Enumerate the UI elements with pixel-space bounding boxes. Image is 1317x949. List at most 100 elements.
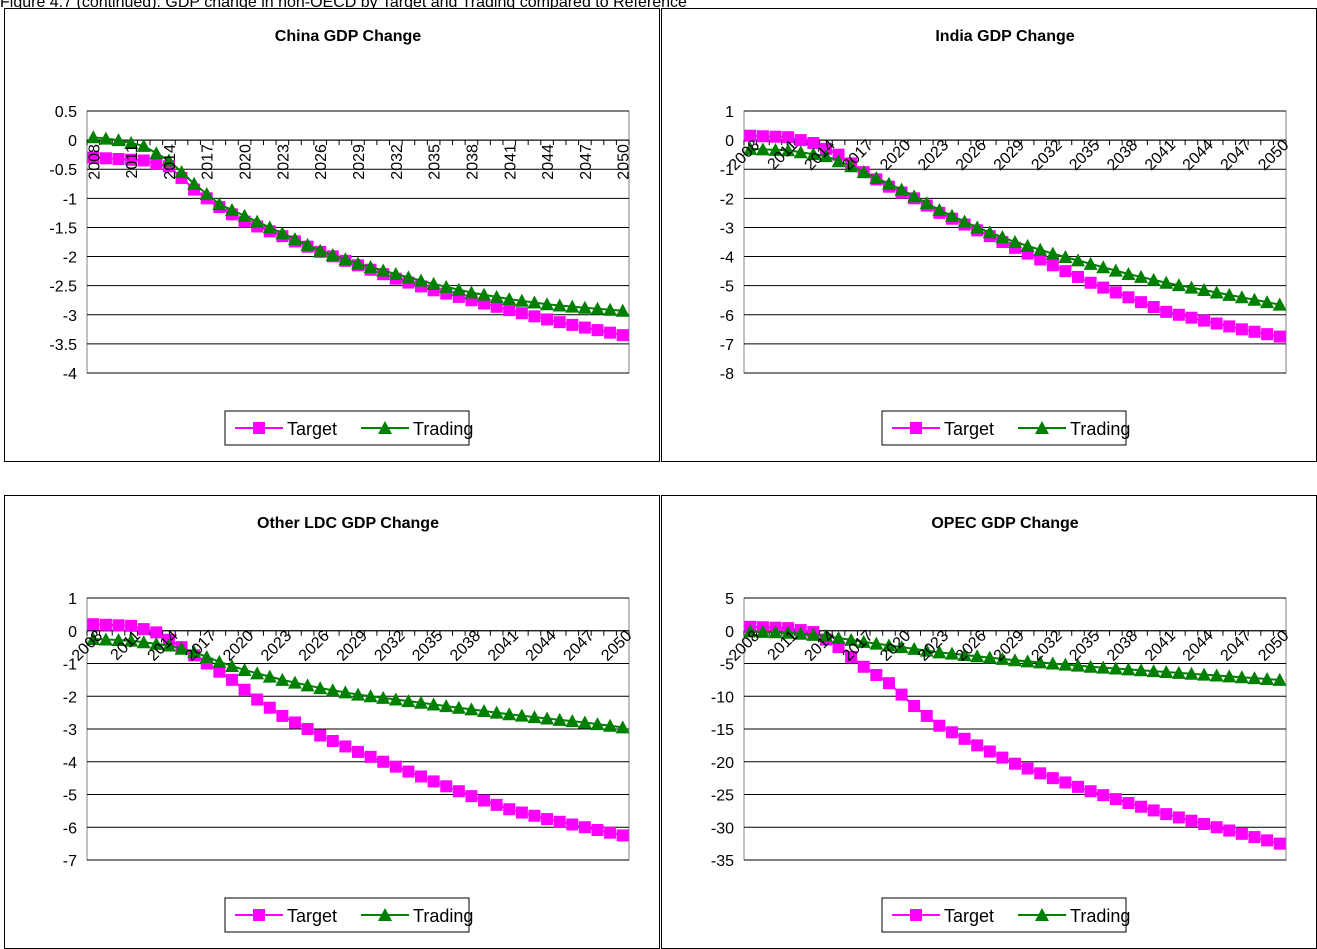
data-point-trading [1134, 269, 1149, 283]
data-point-target [1109, 793, 1122, 806]
data-point-trading [464, 702, 479, 716]
data-point-trading [1171, 278, 1186, 292]
data-point-target [1185, 311, 1198, 324]
data-point-trading [793, 145, 808, 159]
data-point-trading [1008, 235, 1022, 248]
chart-title: OPEC GDP Change [931, 515, 1078, 532]
y-tick-label: -2 [63, 689, 77, 706]
data-point-target [1172, 308, 1185, 321]
data-point-target [971, 739, 984, 752]
data-point-trading [212, 197, 227, 211]
data-point-trading [1222, 669, 1237, 683]
legend-label-trading: Trading [1070, 419, 1130, 439]
data-point-target [452, 785, 465, 798]
data-point-trading [894, 640, 909, 654]
data-point-trading [439, 699, 454, 713]
data-point-trading [527, 295, 542, 309]
data-point-target [958, 732, 971, 745]
data-point-trading [919, 643, 934, 657]
data-point-trading [401, 694, 416, 708]
data-point-target [1097, 789, 1110, 802]
y-tick-label: -6 [63, 820, 77, 837]
data-point-trading [856, 634, 871, 648]
data-point-target [225, 673, 238, 686]
data-point-target [125, 153, 138, 166]
data-point-trading [338, 685, 353, 699]
data-point-trading [1209, 668, 1224, 682]
data-point-target [616, 329, 629, 342]
data-point-target [996, 751, 1009, 764]
data-point-trading [351, 687, 365, 701]
y-tick-label: 5 [725, 591, 734, 608]
data-point-trading [477, 703, 492, 717]
data-point-target [263, 701, 276, 714]
data-point-trading [86, 130, 101, 144]
data-point-trading [250, 666, 265, 680]
data-point-trading [565, 299, 580, 313]
y-tick-label: -1 [720, 162, 734, 179]
data-point-target [288, 716, 301, 729]
chart-svg: China GDP Change 0.5 0 -0.5 -1 -1.5 -2 -2.5 -3 -3… [49, 28, 633, 446]
data-point-target [908, 700, 921, 713]
data-point-trading [86, 631, 101, 645]
legend-marker-trading [1035, 421, 1049, 434]
data-point-trading [1222, 287, 1237, 301]
y-tick-label: -0.5 [49, 162, 77, 179]
data-point-trading [793, 626, 808, 640]
data-point-target [1059, 265, 1072, 278]
data-point-trading [982, 650, 997, 664]
data-point-target [819, 142, 832, 155]
data-point-target [1122, 291, 1135, 304]
data-point-target [515, 806, 528, 819]
data-point-trading [1146, 664, 1161, 678]
y-tick-label: -2.5 [49, 279, 77, 296]
data-point-target [591, 823, 604, 836]
data-point-target [1009, 757, 1021, 770]
data-point-target [515, 307, 528, 320]
data-point-target [1160, 808, 1173, 821]
data-point-trading [300, 678, 315, 692]
other-ldc-gdp-chart: Other LDC GDP Change 1 0 -1 -2 -3 -4 -5 -6 -7 2008… [4, 495, 660, 949]
data-point-target [1198, 817, 1211, 830]
india-gdp-chart: India GDP Change 1 0 -1 -2 -3 -4 -5 -6 -7 -8 2008 20… [661, 8, 1317, 462]
data-point-target [137, 623, 150, 636]
data-point-target [983, 745, 996, 758]
data-point-target [503, 803, 516, 816]
data-point-trading [1071, 658, 1086, 672]
data-point-trading [414, 695, 429, 709]
data-point-target [541, 813, 554, 826]
x-tick-label: 2038 [464, 144, 481, 180]
data-point-trading [1184, 666, 1199, 680]
data-point-trading [174, 165, 189, 179]
data-point-target [1122, 797, 1135, 810]
data-point-trading [1020, 238, 1035, 252]
data-point-trading [451, 700, 466, 714]
data-point-trading [1209, 285, 1224, 299]
data-point-target [807, 137, 820, 150]
data-point-trading [982, 225, 997, 239]
data-point-trading [932, 202, 947, 216]
data-point-target [150, 626, 163, 639]
y-tick-label: -4 [63, 366, 77, 383]
data-point-trading [540, 711, 555, 725]
legend-label-target: Target [944, 419, 994, 439]
x-tick-label: 2041 [502, 144, 519, 180]
data-point-target [150, 157, 163, 170]
data-point-trading [300, 237, 315, 251]
data-point-trading [199, 649, 214, 663]
data-point-target [528, 310, 541, 323]
data-point-trading [1033, 655, 1048, 669]
legend-label-trading: Trading [1070, 906, 1130, 926]
data-point-target [794, 134, 807, 147]
data-point-trading [98, 632, 113, 646]
data-point-target [1147, 804, 1160, 817]
x-tick-label: 2032 [389, 144, 406, 180]
legend-label-target: Target [287, 419, 337, 439]
data-point-trading [957, 647, 972, 661]
y-tick-label: -8 [720, 366, 734, 383]
data-point-trading [124, 136, 139, 150]
data-point-trading [363, 689, 378, 703]
data-point-target [99, 618, 112, 631]
y-tick-label: 0 [725, 624, 734, 641]
